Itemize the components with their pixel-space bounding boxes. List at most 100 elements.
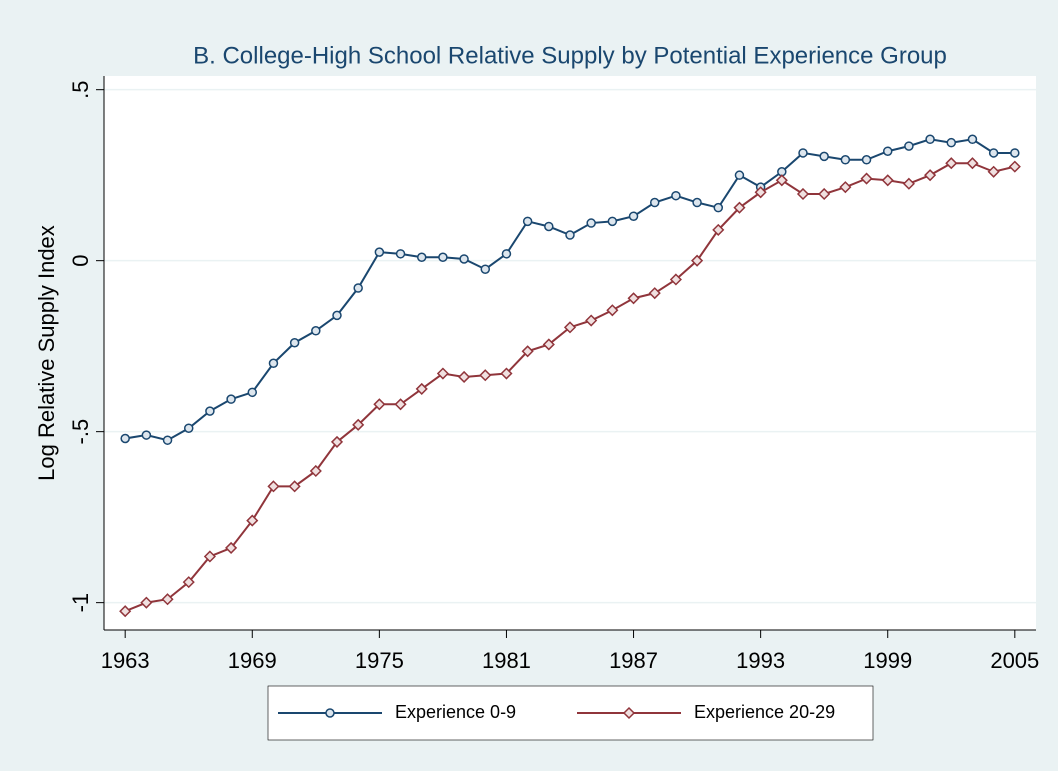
data-point: [819, 151, 829, 162]
data-point: [882, 146, 893, 156]
legend-marker: [622, 706, 636, 720]
plot-area: [104, 76, 1036, 630]
data-point: [798, 148, 808, 158]
data-point: [987, 165, 1000, 178]
data-point: [902, 177, 915, 190]
x-tick-label: 1975: [355, 648, 404, 673]
data-point: [141, 430, 152, 440]
data-point: [415, 382, 428, 395]
x-tick-label: 1993: [736, 648, 785, 673]
data-point: [712, 223, 725, 236]
data-point: [988, 148, 999, 158]
data-point: [713, 202, 724, 213]
data-point: [839, 181, 852, 194]
data-point: [353, 283, 363, 293]
data-point: [796, 187, 810, 201]
x-tick-label: 2005: [990, 648, 1039, 673]
data-point: [669, 273, 682, 286]
data-point: [267, 480, 280, 493]
data-point: [925, 134, 935, 145]
y-tick-label: 0: [68, 255, 93, 267]
data-point: [183, 423, 194, 433]
data-point: [373, 398, 386, 411]
data-point: [818, 187, 831, 201]
data-point: [309, 464, 322, 478]
data-point: [247, 387, 258, 398]
data-point: [1008, 160, 1021, 173]
x-tick-label: 1963: [101, 648, 150, 673]
data-point: [120, 433, 130, 444]
legend-label: Experience 0-9: [395, 702, 516, 722]
data-point: [606, 304, 619, 317]
data-point: [311, 326, 321, 336]
data-point: [288, 480, 301, 493]
data-point: [225, 541, 238, 554]
data-point: [861, 155, 872, 165]
data-point: [459, 254, 469, 264]
data-point: [648, 287, 661, 300]
data-point: [692, 197, 702, 208]
data-point: [945, 157, 958, 170]
data-point: [628, 211, 639, 221]
data-point: [946, 137, 957, 148]
data-point: [438, 252, 448, 262]
y-tick-label: -.5: [68, 419, 93, 445]
data-point: [733, 201, 746, 214]
data-point: [330, 435, 344, 448]
data-point: [649, 197, 660, 208]
x-tick-label: 1969: [228, 648, 277, 673]
data-point: [162, 435, 173, 445]
data-point: [205, 406, 215, 416]
x-tick-label: 1981: [482, 648, 531, 673]
data-point: [479, 369, 492, 382]
data-point: [565, 230, 575, 240]
data-point: [161, 593, 174, 606]
data-point: [563, 321, 577, 334]
data-point: [607, 216, 618, 227]
data-point: [775, 174, 788, 187]
y-axis-label: Log Relative Supply Index: [34, 225, 59, 481]
data-point: [966, 157, 979, 170]
data-point: [119, 605, 132, 618]
data-point: [246, 514, 259, 527]
data-point: [332, 310, 342, 321]
legend-marker: [325, 708, 335, 718]
data-point: [268, 358, 279, 369]
data-point: [352, 418, 365, 431]
y-tick-label: -1: [68, 593, 93, 613]
data-point: [691, 254, 704, 267]
data-point: [374, 247, 385, 257]
data-point: [585, 314, 598, 327]
data-point: [544, 221, 554, 232]
data-point: [480, 264, 491, 274]
data-point: [289, 337, 300, 348]
data-point: [671, 190, 681, 201]
data-point: [904, 141, 914, 151]
data-point: [1010, 148, 1020, 158]
data-point: [967, 134, 978, 145]
data-point: [521, 345, 534, 358]
data-point: [140, 596, 153, 609]
data-point: [840, 155, 851, 165]
data-point: [203, 550, 216, 563]
data-point: [394, 398, 407, 411]
x-tick-label: 1987: [609, 648, 658, 673]
data-point: [734, 170, 745, 180]
data-point: [586, 218, 596, 228]
data-point: [627, 292, 640, 305]
data-point: [436, 367, 449, 380]
data-point: [881, 174, 894, 187]
data-point: [182, 576, 195, 589]
data-point: [522, 216, 533, 227]
data-point: [542, 338, 555, 351]
data-point: [754, 186, 767, 199]
data-point: [226, 394, 236, 404]
data-point: [924, 169, 937, 182]
y-tick-label: .5: [68, 80, 93, 98]
data-point: [501, 249, 512, 259]
x-tick-label: 1999: [863, 648, 912, 673]
data-point: [395, 249, 406, 259]
data-point: [416, 252, 427, 262]
data-point: [860, 172, 873, 185]
